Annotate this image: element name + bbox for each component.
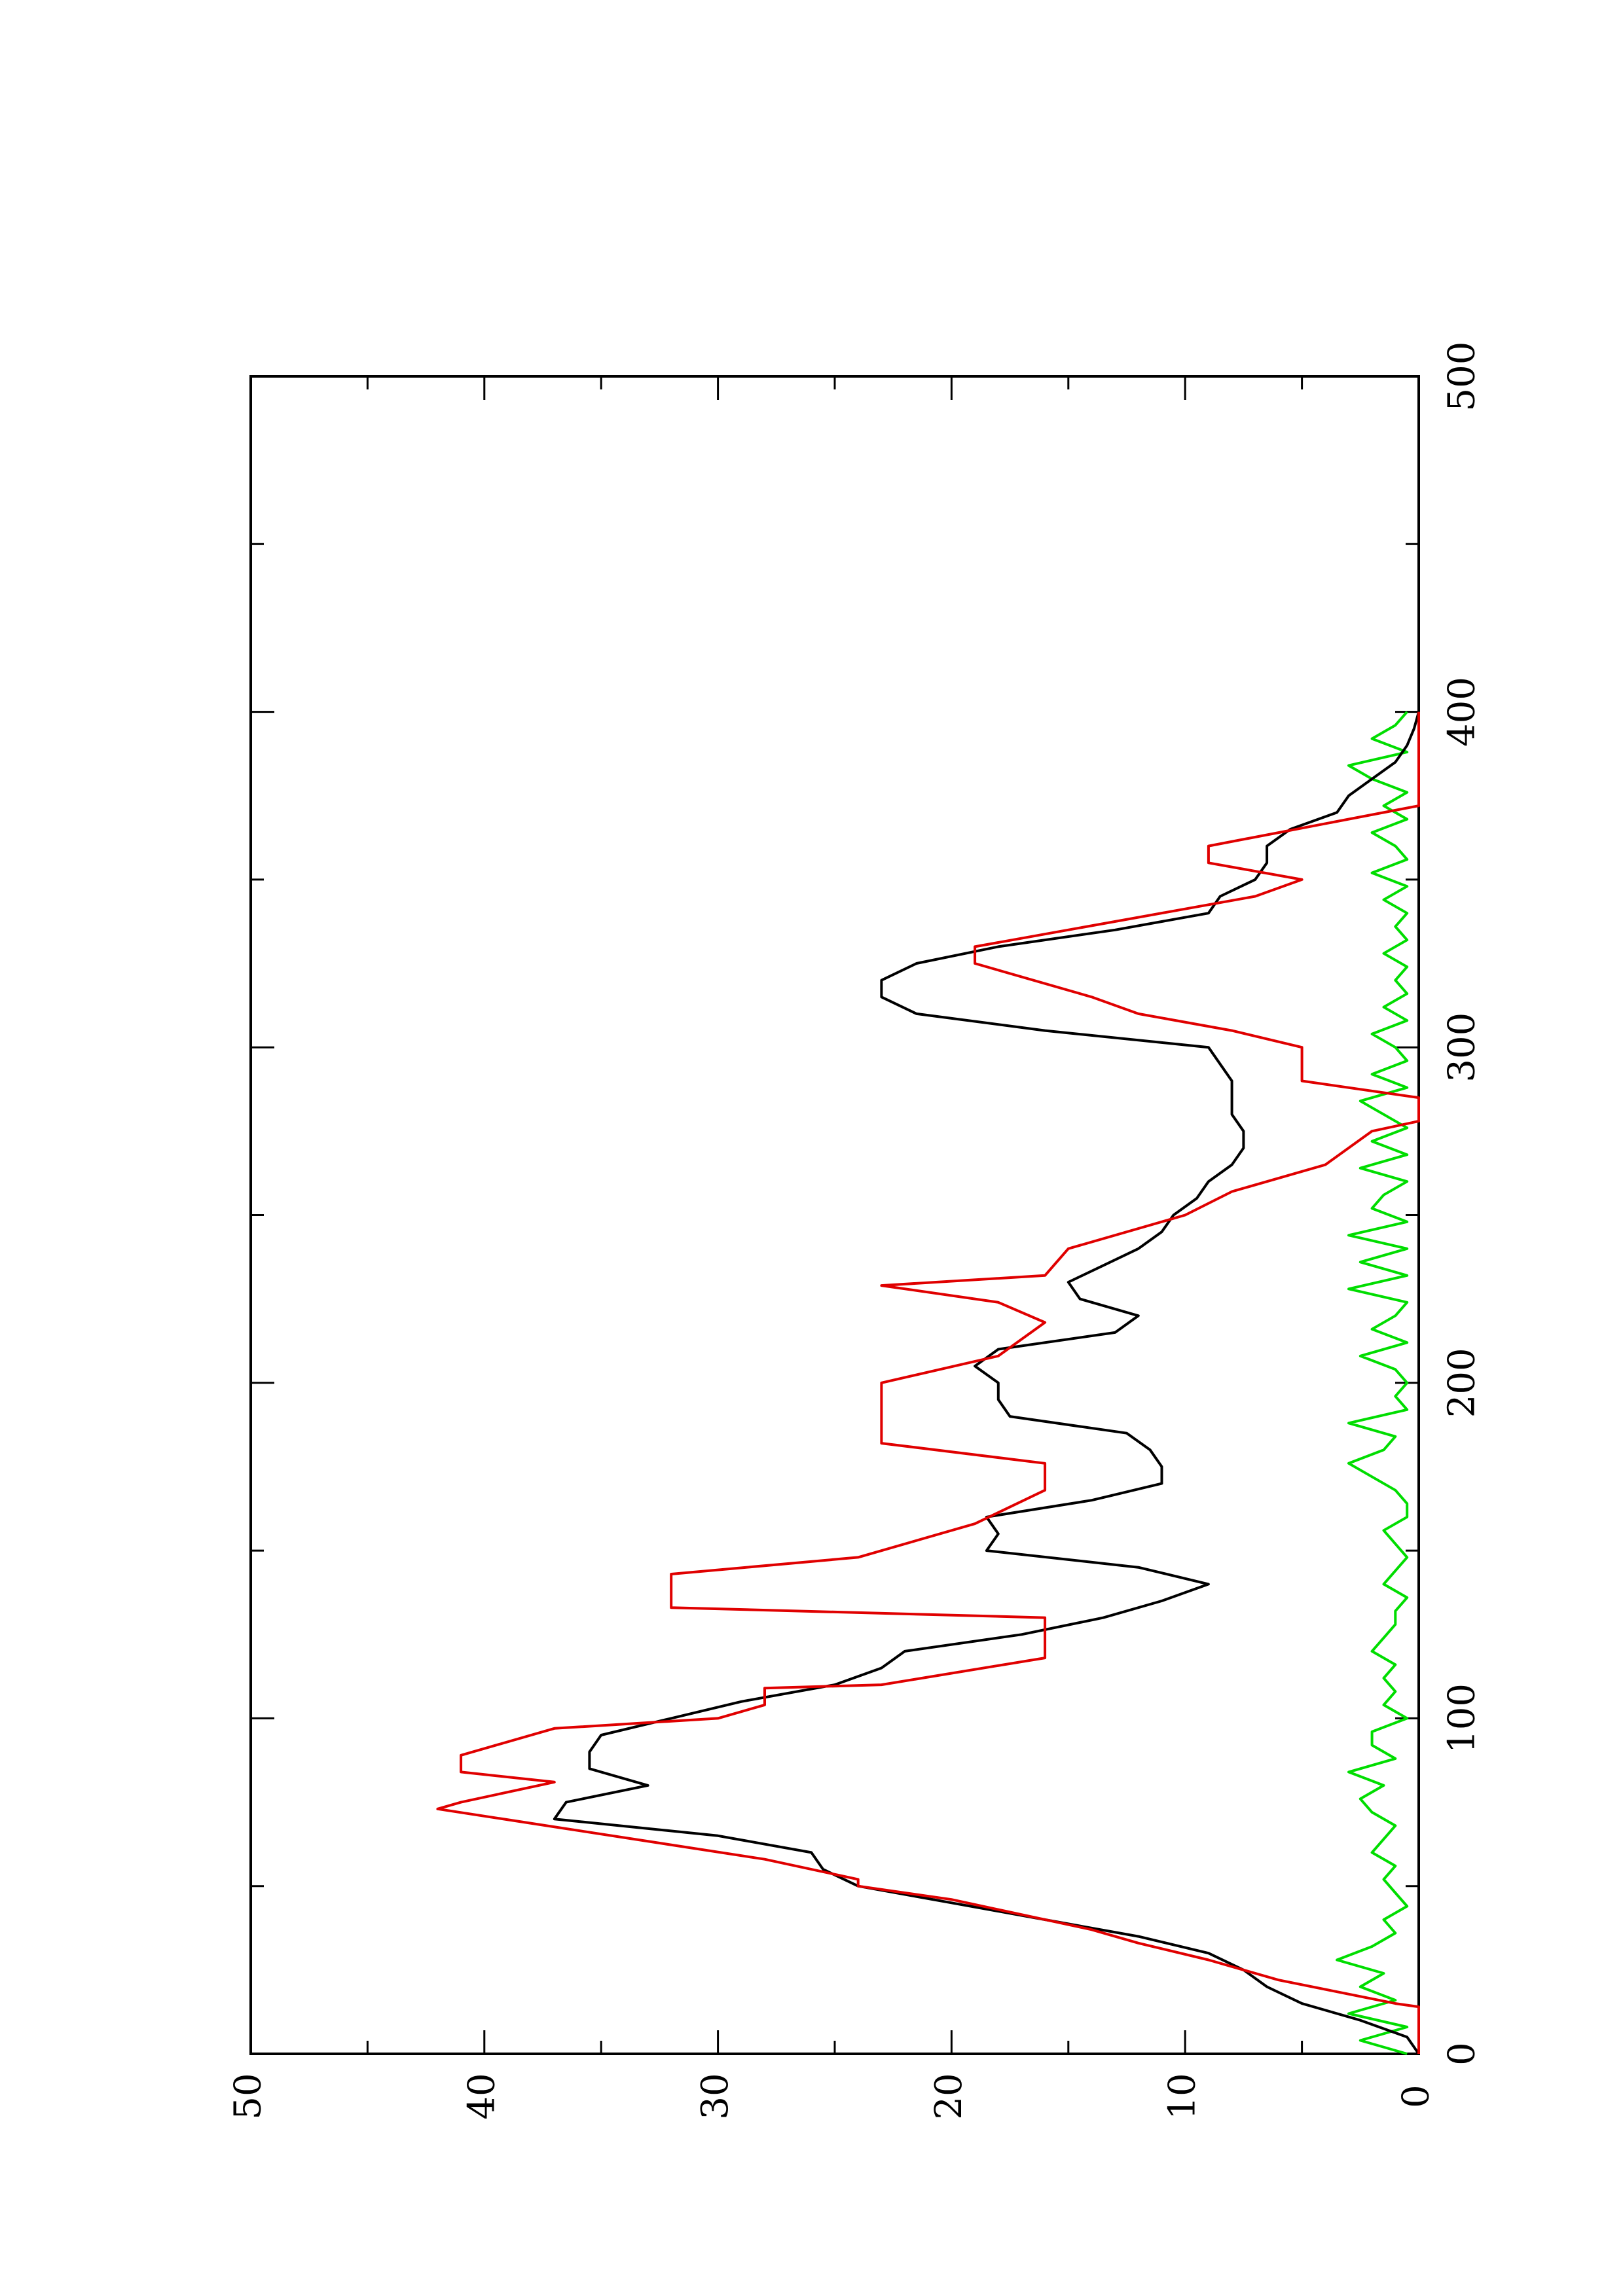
x-tick-label: 500 xyxy=(1441,342,1484,412)
y-tick-label: 30 xyxy=(694,2073,737,2119)
plot-area: 0 100 200 300 400 500 0 10 20 30 40 50 xyxy=(227,342,1484,2120)
x-tick-label: 100 xyxy=(1441,1683,1484,1753)
x-tick-label: 300 xyxy=(1441,1013,1484,1083)
x-tick-label: 400 xyxy=(1441,677,1484,747)
y-tick-label: 20 xyxy=(928,2073,970,2119)
y-tick-label: 10 xyxy=(1161,2073,1204,2119)
y-tick-label: 40 xyxy=(460,2073,503,2119)
y-tick-label: 50 xyxy=(227,2073,270,2119)
plot-frame xyxy=(249,375,1420,2055)
x-tick-label: 0 xyxy=(1441,2042,1484,2066)
series-line xyxy=(553,711,1420,2055)
series-line xyxy=(436,711,1420,2054)
series-line xyxy=(1336,711,1409,2055)
x-tick-label: 200 xyxy=(1441,1348,1484,1418)
y-tick-label: 0 xyxy=(1395,2085,1438,2108)
